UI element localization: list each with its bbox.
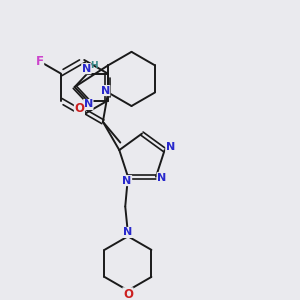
Text: N: N (84, 100, 93, 110)
Text: N: N (122, 176, 132, 186)
Text: F: F (36, 55, 44, 68)
Text: H: H (90, 61, 98, 70)
Text: O: O (74, 102, 84, 115)
Text: N: N (166, 142, 175, 152)
Text: N: N (157, 173, 167, 183)
Text: N: N (100, 85, 110, 95)
Text: O: O (123, 288, 133, 300)
Text: N: N (123, 227, 133, 237)
Text: N: N (82, 64, 91, 74)
